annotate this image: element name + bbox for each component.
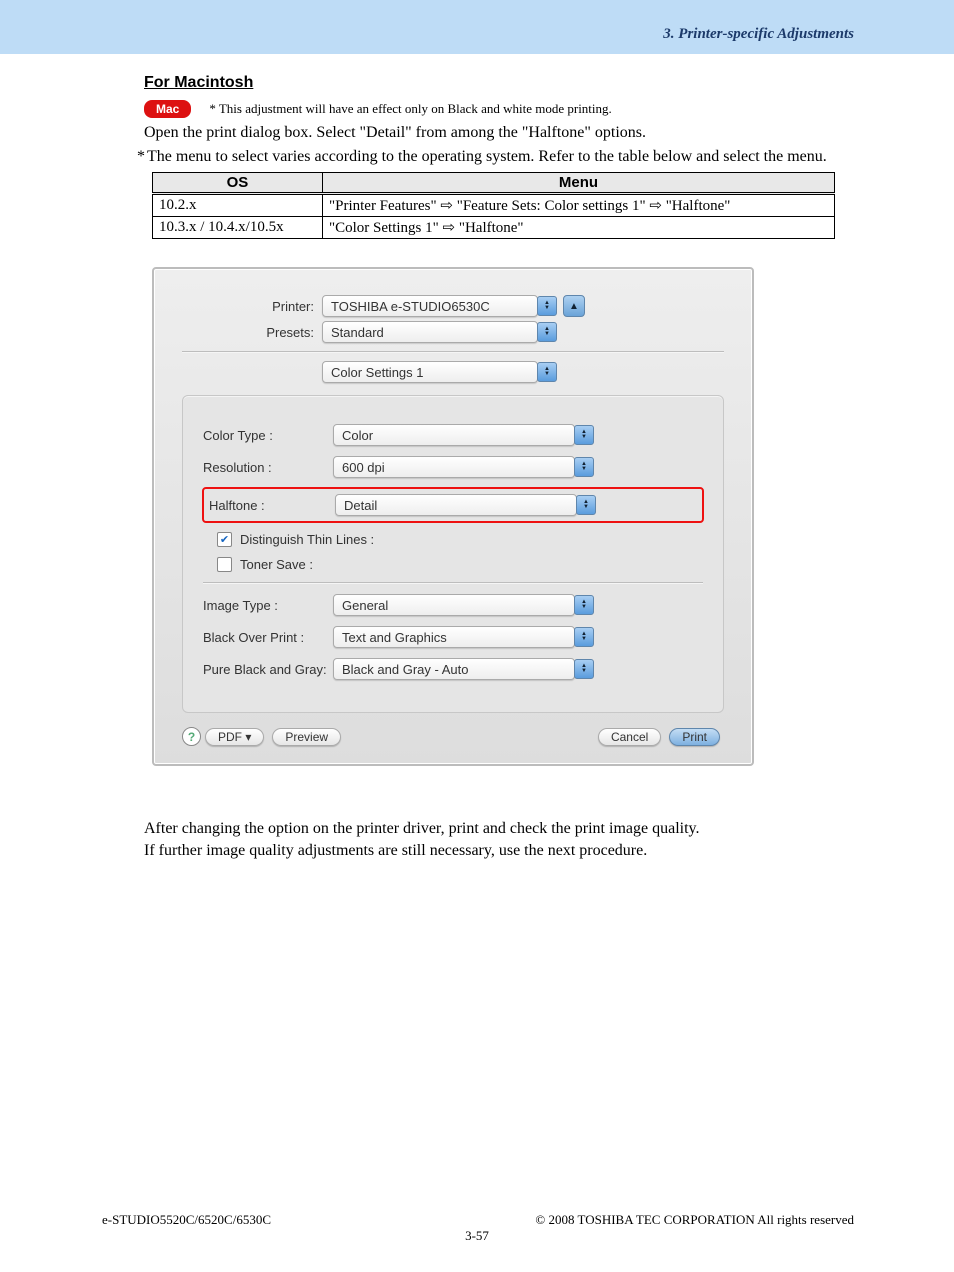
toner-save-checkbox[interactable] (217, 557, 232, 572)
dropdown-icon[interactable]: ▲▼ (576, 495, 596, 515)
halftone-select[interactable]: Detail (335, 494, 577, 516)
dropdown-icon[interactable]: ▲▼ (574, 425, 594, 445)
paragraph-further: If further image quality adjustments are… (144, 842, 844, 860)
black-over-label: Black Over Print : (203, 630, 333, 645)
asterisk: * (137, 148, 145, 166)
black-over-select[interactable]: Text and Graphics (333, 626, 575, 648)
color-settings-panel: Color Type : Color ▲▼ Resolution : 600 d… (182, 395, 724, 713)
page-number: 3-57 (0, 1228, 954, 1244)
dropdown-icon[interactable]: ▲▼ (574, 659, 594, 679)
halftone-row-highlight: Halftone : Detail ▲▼ (203, 488, 703, 522)
dropdown-icon[interactable]: ▲▼ (537, 322, 557, 342)
td-menu-1: "Printer Features" ⇨ "Feature Sets: Colo… (322, 194, 834, 217)
td-os-1: 10.2.x (153, 194, 323, 217)
color-type-select[interactable]: Color (333, 424, 575, 446)
paragraph-after-change: After changing the option on the printer… (144, 820, 844, 838)
arrow-icon: ⇨ (443, 219, 456, 236)
resolution-select[interactable]: 600 dpi (333, 456, 575, 478)
paragraph-open-dialog: Open the print dialog box. Select "Detai… (144, 124, 844, 142)
presets-label: Presets: (182, 325, 322, 340)
image-type-select[interactable]: General (333, 594, 575, 616)
pure-black-select[interactable]: Black and Gray - Auto (333, 658, 575, 680)
arrow-icon: ⇨ (649, 197, 662, 214)
help-icon[interactable]: ? (182, 727, 201, 746)
halftone-label: Halftone : (209, 498, 335, 513)
td-os-2: 10.3.x / 10.4.x/10.5x (153, 217, 323, 239)
mac-note: * This adjustment will have an effect on… (209, 101, 611, 117)
cancel-button[interactable]: Cancel (598, 728, 661, 746)
printer-label: Printer: (182, 299, 322, 314)
dropdown-icon[interactable]: ▲▼ (574, 457, 594, 477)
pure-black-label: Pure Black and Gray: (203, 662, 333, 677)
dropdown-icon[interactable]: ▲▼ (574, 627, 594, 647)
print-button[interactable]: Print (669, 728, 720, 746)
chapter-title: 3. Printer-specific Adjustments (663, 26, 854, 43)
presets-select[interactable]: Standard (322, 321, 538, 343)
toner-save-label: Toner Save : (240, 557, 313, 572)
expand-icon[interactable]: ▲ (563, 295, 585, 317)
tab-select[interactable]: Color Settings 1 (322, 361, 538, 383)
footer-model: e-STUDIO5520C/6520C/6530C (102, 1212, 271, 1228)
mac-badge: Mac (144, 100, 191, 118)
color-type-label: Color Type : (203, 428, 333, 443)
arrow-icon: ⇨ (440, 197, 453, 214)
footer-copyright: © 2008 TOSHIBA TEC CORPORATION All right… (535, 1212, 854, 1228)
printer-select[interactable]: TOSHIBA e-STUDIO6530C (322, 295, 538, 317)
print-dialog: Printer: TOSHIBA e-STUDIO6530C ▲▼ ▲ Pres… (152, 267, 754, 766)
resolution-label: Resolution : (203, 460, 333, 475)
os-menu-table: OSMenu 10.2.x "Printer Features" ⇨ "Feat… (152, 172, 835, 239)
dropdown-icon[interactable]: ▲▼ (574, 595, 594, 615)
dropdown-icon[interactable]: ▲▼ (537, 296, 557, 316)
th-menu: Menu (322, 173, 834, 194)
preview-button[interactable]: Preview (272, 728, 341, 746)
pdf-button[interactable]: PDF ▾ (205, 728, 264, 746)
section-heading: For Macintosh (144, 74, 844, 92)
distinguish-checkbox[interactable]: ✔ (217, 532, 232, 547)
dropdown-icon[interactable]: ▲▼ (537, 362, 557, 382)
th-os: OS (153, 173, 323, 194)
td-menu-2: "Color Settings 1" ⇨ "Halftone" (322, 217, 834, 239)
image-type-label: Image Type : (203, 598, 333, 613)
distinguish-label: Distinguish Thin Lines : (240, 532, 374, 547)
paragraph-menu-varies: The menu to select varies according to t… (147, 148, 827, 166)
